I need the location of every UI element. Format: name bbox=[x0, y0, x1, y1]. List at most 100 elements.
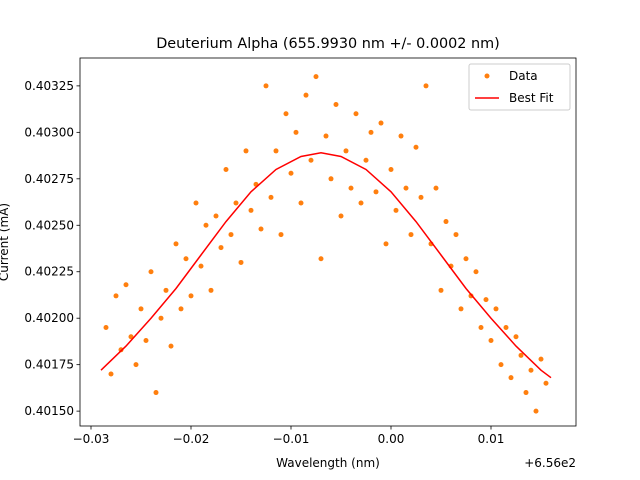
data-point bbox=[318, 256, 324, 262]
data-point bbox=[348, 185, 354, 191]
data-point bbox=[403, 185, 409, 191]
data-point bbox=[103, 324, 109, 330]
data-point bbox=[258, 226, 264, 232]
data-point bbox=[413, 144, 419, 150]
data-point bbox=[458, 306, 464, 312]
data-point bbox=[468, 293, 474, 299]
data-point bbox=[498, 362, 504, 368]
data-point bbox=[273, 148, 279, 154]
legend-label: Data bbox=[509, 69, 538, 83]
data-point bbox=[293, 129, 299, 135]
data-point bbox=[528, 367, 534, 373]
data-point bbox=[418, 194, 424, 200]
x-tick-label: −0.02 bbox=[173, 432, 210, 446]
data-point bbox=[353, 111, 359, 117]
data-point bbox=[398, 133, 404, 139]
data-point bbox=[503, 324, 509, 330]
data-point bbox=[433, 185, 439, 191]
x-tick-label: 0.01 bbox=[478, 432, 505, 446]
data-point bbox=[508, 375, 514, 381]
data-point bbox=[538, 356, 544, 362]
data-point bbox=[533, 408, 539, 414]
data-point bbox=[213, 213, 219, 219]
x-axis-label: Wavelength (nm) bbox=[276, 456, 380, 470]
data-point bbox=[303, 92, 309, 98]
data-point bbox=[543, 380, 549, 386]
x-offset-label: +6.56e2 bbox=[524, 456, 576, 470]
data-point bbox=[138, 306, 144, 312]
y-tick-label: 0.40175 bbox=[24, 358, 74, 372]
y-tick-label: 0.40225 bbox=[24, 265, 74, 279]
data-point bbox=[518, 352, 524, 358]
data-point bbox=[423, 83, 429, 89]
data-point bbox=[363, 157, 369, 163]
chart-title: Deuterium Alpha (655.9930 nm +/- 0.0002 … bbox=[156, 36, 500, 52]
legend-marker bbox=[484, 73, 490, 79]
data-point bbox=[173, 241, 179, 247]
data-point bbox=[463, 256, 469, 262]
data-point bbox=[243, 148, 249, 154]
data-point bbox=[513, 334, 519, 340]
data-point bbox=[388, 167, 394, 173]
data-point bbox=[218, 245, 224, 251]
y-tick-label: 0.40325 bbox=[24, 79, 74, 93]
data-point bbox=[118, 347, 124, 353]
data-point bbox=[438, 287, 444, 293]
data-point bbox=[473, 269, 479, 275]
x-tick-label: −0.03 bbox=[73, 432, 110, 446]
data-point bbox=[298, 200, 304, 206]
data-point bbox=[383, 241, 389, 247]
data-point bbox=[148, 269, 154, 275]
data-point bbox=[333, 101, 339, 107]
plot-frame bbox=[79, 57, 577, 427]
data-point bbox=[408, 232, 414, 238]
data-point bbox=[453, 232, 459, 238]
data-point bbox=[113, 293, 119, 299]
data-point bbox=[483, 297, 489, 303]
y-tick-label: 0.40300 bbox=[24, 125, 74, 139]
data-point bbox=[143, 338, 149, 344]
data-point bbox=[193, 200, 199, 206]
data-point bbox=[203, 222, 209, 228]
data-point bbox=[108, 371, 114, 377]
data-point bbox=[478, 324, 484, 330]
data-point bbox=[323, 133, 329, 139]
legend-label: Best Fit bbox=[509, 91, 554, 105]
data-point bbox=[373, 189, 379, 195]
y-tick-label: 0.40200 bbox=[24, 311, 74, 325]
y-tick-label: 0.40275 bbox=[24, 172, 74, 186]
data-point bbox=[523, 390, 529, 396]
data-point bbox=[368, 129, 374, 135]
data-point bbox=[228, 232, 234, 238]
data-point bbox=[198, 263, 204, 269]
data-point bbox=[308, 157, 314, 163]
data-point bbox=[183, 256, 189, 262]
data-point bbox=[493, 306, 499, 312]
data-point bbox=[268, 194, 274, 200]
data-point bbox=[153, 390, 159, 396]
data-point bbox=[378, 120, 384, 126]
data-point bbox=[223, 167, 229, 173]
data-point bbox=[208, 287, 214, 293]
data-point bbox=[238, 259, 244, 265]
data-point bbox=[288, 170, 294, 176]
data-point bbox=[313, 74, 319, 80]
data-point bbox=[133, 362, 139, 368]
data-point bbox=[168, 343, 174, 349]
data-point bbox=[328, 176, 334, 182]
y-tick-label: 0.40250 bbox=[24, 218, 74, 232]
data-point bbox=[343, 148, 349, 154]
data-point bbox=[443, 219, 449, 225]
data-point bbox=[248, 207, 254, 213]
x-tick-label: −0.01 bbox=[273, 432, 310, 446]
x-tick-label: 0.00 bbox=[378, 432, 405, 446]
data-point bbox=[488, 338, 494, 344]
data-point bbox=[188, 293, 194, 299]
data-point bbox=[278, 232, 284, 238]
data-point bbox=[158, 315, 164, 321]
y-axis-label: Current (mA) bbox=[0, 203, 11, 281]
data-point bbox=[178, 306, 184, 312]
data-point bbox=[338, 213, 344, 219]
data-point bbox=[393, 207, 399, 213]
